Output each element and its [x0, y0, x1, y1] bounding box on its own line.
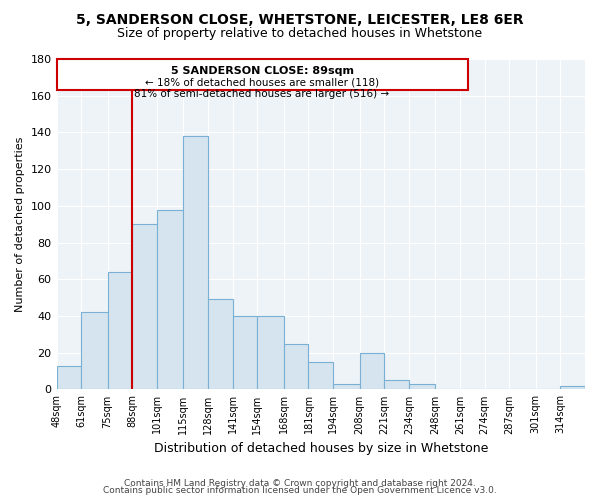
Bar	[157, 210, 184, 390]
Text: 5 SANDERSON CLOSE: 89sqm: 5 SANDERSON CLOSE: 89sqm	[170, 66, 353, 76]
Bar	[208, 300, 233, 390]
Text: Contains HM Land Registry data © Crown copyright and database right 2024.: Contains HM Land Registry data © Crown c…	[124, 478, 476, 488]
Bar	[409, 384, 436, 390]
Bar	[81, 312, 107, 390]
Bar	[107, 272, 133, 390]
Bar	[257, 316, 284, 390]
Y-axis label: Number of detached properties: Number of detached properties	[15, 136, 25, 312]
Bar	[308, 362, 333, 390]
Bar	[384, 380, 409, 390]
FancyBboxPatch shape	[56, 59, 467, 90]
Text: Size of property relative to detached houses in Whetstone: Size of property relative to detached ho…	[118, 28, 482, 40]
Bar	[359, 352, 384, 390]
Text: 81% of semi-detached houses are larger (516) →: 81% of semi-detached houses are larger (…	[134, 90, 389, 100]
Bar	[184, 136, 208, 390]
Bar	[284, 344, 308, 390]
Text: ← 18% of detached houses are smaller (118): ← 18% of detached houses are smaller (11…	[145, 78, 379, 88]
Text: Contains public sector information licensed under the Open Government Licence v3: Contains public sector information licen…	[103, 486, 497, 495]
Bar	[233, 316, 257, 390]
Bar	[133, 224, 157, 390]
Bar	[333, 384, 359, 390]
Text: 5, SANDERSON CLOSE, WHETSTONE, LEICESTER, LE8 6ER: 5, SANDERSON CLOSE, WHETSTONE, LEICESTER…	[76, 12, 524, 26]
X-axis label: Distribution of detached houses by size in Whetstone: Distribution of detached houses by size …	[154, 442, 488, 455]
Bar	[56, 366, 81, 390]
Bar	[560, 386, 585, 390]
